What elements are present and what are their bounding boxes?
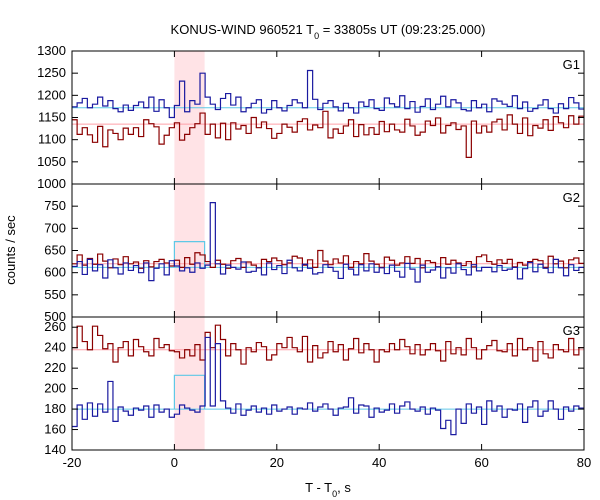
panels-layer: 1000105011001150120012501300G15005506006… [37,43,591,470]
y-tick-label: 1300 [37,43,66,58]
y-tick-label: 1000 [37,176,66,191]
x-tick-label: 0 [171,455,178,470]
x-tick-label: -20 [63,455,82,470]
series-red-g2 [72,249,584,269]
panel-label: G1 [563,57,580,72]
y-tick-label: 200 [44,381,66,396]
y-tick-label: 550 [44,287,66,302]
y-tick-label: 1150 [38,110,66,125]
panel-label: G3 [563,323,580,338]
x-axis-title: T - T0, s [305,480,351,499]
y-tick-label: 750 [44,198,66,213]
y-tick-label: 1200 [37,87,66,102]
series-blue-g2 [72,202,584,283]
y-tick-label: 1100 [38,132,66,147]
x-tick-label: 60 [474,455,488,470]
panel-g3: 140 160 180 200 220 240 260 G3 [44,316,585,457]
chart-title: KONUS-WIND 960521 T0 = 33805s UT (09:23:… [171,22,486,41]
y-tick-label: 180 [44,401,66,416]
y-tick-label: 650 [44,243,66,258]
panel-label: G2 [563,190,580,205]
x-tick-label: 20 [270,455,284,470]
series-blue-g3 [72,336,584,436]
y-tick-label: 600 [44,265,66,280]
panel-frame [71,316,585,451]
y-tick-label: 220 [44,360,66,375]
panel-frame [71,183,585,318]
y-tick-label: 1250 [37,65,66,80]
panel-g1: 1000 1050 1100 1150 1200 1250 1300 G1 [37,43,585,191]
y-axis-title: counts / sec [3,215,18,285]
x-tick-label: 80 [577,455,591,470]
y-tick-label: 500 [44,309,66,324]
y-tick-label: 1050 [37,154,66,169]
y-tick-label: 240 [44,340,66,355]
y-tick-label: 160 [44,422,66,437]
panel-g2: 500 550 600 650 700 750 G2 [44,183,585,324]
x-tick-label: 40 [372,455,386,470]
y-tick-label: 260 [44,319,66,334]
y-tick-label: 700 [44,220,66,235]
series-red-g3 [72,324,584,365]
y-tick-label: 140 [44,442,66,457]
series-red-g1 [72,110,584,158]
series-blue-g1 [72,69,584,119]
